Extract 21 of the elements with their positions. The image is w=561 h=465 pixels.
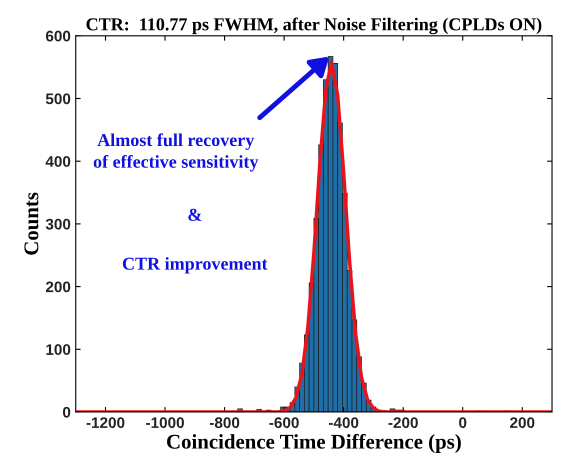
y-tick-label: 100	[46, 344, 70, 355]
x-tick-label: -800	[210, 417, 240, 428]
annotation: Almost full recovery of effective sensitivity	[94, 133, 258, 172]
y-tick-label: 500	[46, 93, 70, 104]
annotation: &	[188, 208, 202, 221]
x-axis-title: Coincidence Time Difference (ps)	[167, 434, 461, 453]
y-tick-label: 600	[46, 30, 70, 42]
annotation: CTR improvement	[122, 257, 268, 274]
y-tick-label: 400	[46, 156, 70, 167]
x-tick-label: -200	[388, 417, 418, 428]
x-tick-label: 0	[459, 417, 466, 428]
x-tick-label: 200	[510, 417, 534, 428]
y-axis-title: Counts	[24, 192, 38, 255]
x-tick-label: -600	[269, 417, 299, 428]
x-tick-label: -1000	[146, 417, 184, 428]
chart-title: CTR: 110.77 ps FWHM, after Noise Filtering (CPLDs ON)	[86, 18, 542, 34]
y-tick-label: 300	[46, 218, 70, 230]
y-tick-label: 200	[46, 281, 70, 292]
x-tick-label: -400	[328, 417, 358, 428]
y-tick-label: 0	[62, 406, 70, 418]
x-tick-label: -1200	[86, 417, 124, 428]
